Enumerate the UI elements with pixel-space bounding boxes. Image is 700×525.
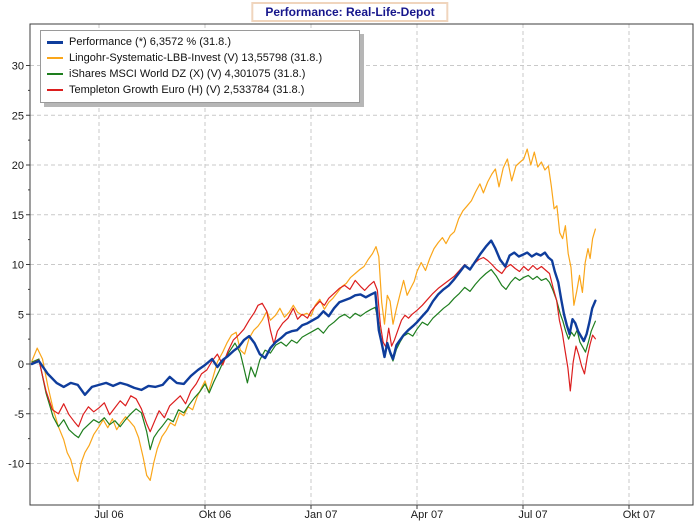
legend-label-templeton: Templeton Growth Euro (H) (V) 2,533784 (… xyxy=(69,84,305,96)
y-tick-label: -5 xyxy=(14,409,24,421)
series-line-ishares-msci-world-dz-x-v xyxy=(31,268,597,451)
y-tick-label: 15 xyxy=(12,210,24,222)
y-tick-label: -10 xyxy=(8,459,24,471)
legend-item-performance: Performance (*) 6,3572 % (31.8.) xyxy=(47,34,353,50)
x-tick-label: Apr 07 xyxy=(411,509,443,521)
series-lines xyxy=(30,148,597,482)
legend-box: Performance (*) 6,3572 % (31.8.) Lingohr… xyxy=(40,30,360,103)
y-tick-label: 25 xyxy=(12,110,24,122)
y-tick-label: 5 xyxy=(18,309,24,321)
legend-label-lingohr: Lingohr-Systematic-LBB-Invest (V) 13,557… xyxy=(69,52,323,64)
legend-swatch-ishares-icon xyxy=(47,73,63,75)
axes xyxy=(26,23,694,509)
legend-label-performance: Performance (*) 6,3572 % (31.8.) xyxy=(69,36,232,48)
y-tick-label: 0 xyxy=(18,359,24,371)
legend-item-templeton: Templeton Growth Euro (H) (V) 2,533784 (… xyxy=(47,82,353,98)
y-tick-label: 10 xyxy=(12,260,24,272)
y-tick-label: 30 xyxy=(12,61,24,73)
legend-item-ishares: iShares MSCI World DZ (X) (V) 4,301075 (… xyxy=(47,66,353,82)
x-tick-label: Okt 06 xyxy=(199,509,231,521)
legend-swatch-templeton-icon xyxy=(47,89,63,91)
axis-labels: -10 -5 0 5 10 15 20 25 30 Jul 06 Okt 06 Jan 07 Apr 0… xyxy=(8,61,655,522)
series-line-templeton-growth-euro-h-v xyxy=(31,256,597,433)
plot-border xyxy=(29,23,694,506)
x-tick-label: Jul 06 xyxy=(94,509,123,521)
x-tick-label: Okt 07 xyxy=(623,509,655,521)
legend-swatch-lingohr-icon xyxy=(47,57,63,59)
legend-item-lingohr: Lingohr-Systematic-LBB-Invest (V) 13,557… xyxy=(47,50,353,66)
series-line-performance xyxy=(30,239,597,396)
chart-title: Performance: Real-Life-Depot xyxy=(265,5,435,19)
grid-lines xyxy=(30,24,693,505)
series-line-lingohr-systematic-lbb-invest-v xyxy=(31,148,597,482)
x-tick-label: Jul 07 xyxy=(518,509,547,521)
legend-swatch-performance-icon xyxy=(47,40,63,44)
x-tick-label: Jan 07 xyxy=(304,509,337,521)
legend-label-ishares: iShares MSCI World DZ (X) (V) 4,301075 (… xyxy=(69,68,306,80)
chart-title-box: Performance: Real-Life-Depot xyxy=(251,2,449,22)
y-tick-label: 20 xyxy=(12,160,24,172)
